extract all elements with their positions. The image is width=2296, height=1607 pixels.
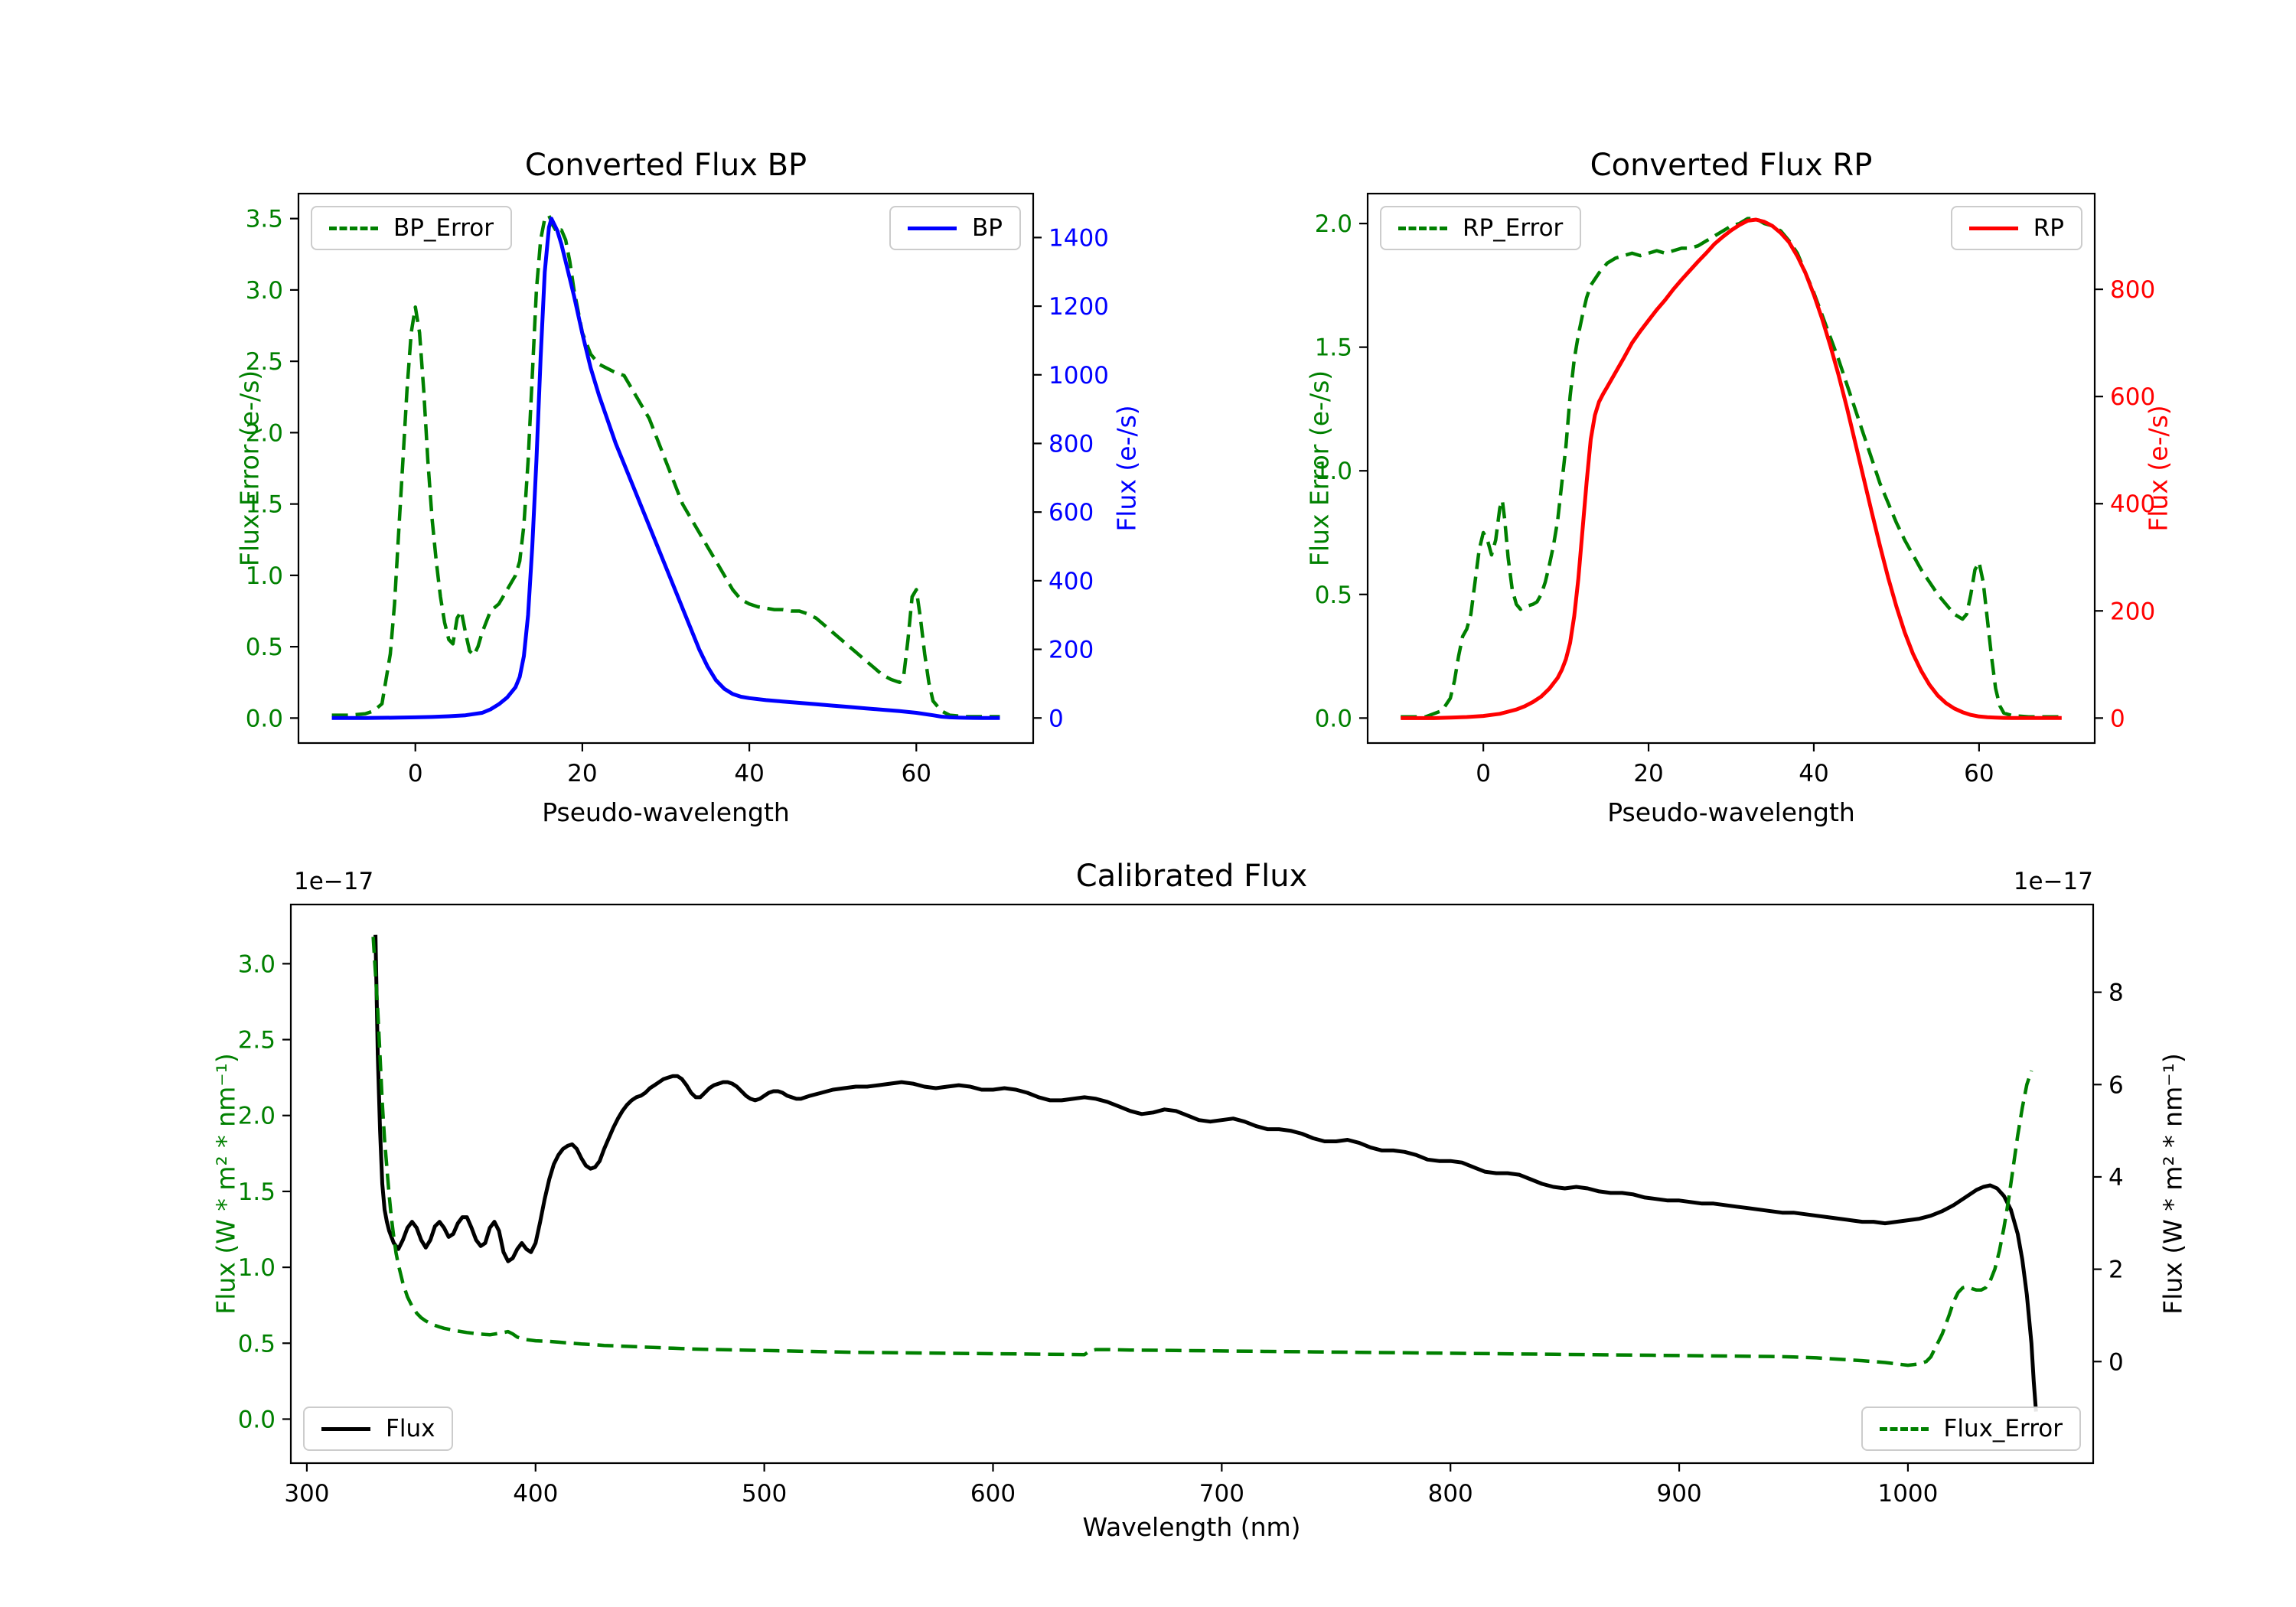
cal-ytick-left-label: 1.5 <box>238 1178 276 1206</box>
bp-xtick-label: 60 <box>902 760 931 787</box>
cal-ytick-right-label: 4 <box>2108 1164 2124 1191</box>
cal-ytick-right-label: 6 <box>2108 1071 2124 1099</box>
rp-ytick-left-label: 2.0 <box>1315 210 1352 238</box>
rp-yaxis-left-label: Flux Error (e-/s) <box>1304 370 1335 567</box>
cal-xtick-label: 900 <box>1656 1480 1701 1508</box>
cal-series-Flux <box>373 934 2038 1412</box>
bp-ytick-right-label: 400 <box>1049 568 1094 595</box>
bp-yaxis-right-label: Flux (e-/s) <box>1111 405 1142 532</box>
cal-ytick-right-label: 2 <box>2108 1257 2124 1284</box>
bp-ytick-right-label: 600 <box>1049 499 1094 526</box>
cal-legend-Flux: Flux <box>303 1407 454 1451</box>
legend-line-sample <box>1879 1426 1929 1431</box>
bp-series-BP_Error <box>331 214 1000 719</box>
bp-legend-BP: BP <box>889 206 1021 250</box>
bp-ytick-left-label: 0.5 <box>246 634 283 661</box>
legend-line-sample <box>329 226 378 230</box>
rp-ytick-right-label: 800 <box>2110 276 2155 304</box>
bp-ytick-right-label: 1200 <box>1049 293 1109 321</box>
rp-ytick-left-label: 1.0 <box>1315 458 1352 485</box>
cal-xtick-label: 1000 <box>1877 1480 1938 1508</box>
cal-xtick-label: 400 <box>513 1480 558 1508</box>
bp-xtick-label: 40 <box>734 760 764 787</box>
bp-ytick-left-label: 1.5 <box>246 491 283 519</box>
rp-series-RP <box>1401 217 2062 720</box>
bp-ytick-left-label: 2.5 <box>246 348 283 376</box>
cal-ytick-left-label: 1.0 <box>238 1254 276 1282</box>
rp-series-RP_Error <box>1401 217 2062 719</box>
bp-series-BP <box>331 217 1000 720</box>
rp-ytick-left-label: 1.5 <box>1315 334 1352 362</box>
cal-xtick-label: 700 <box>1199 1480 1244 1508</box>
cal-plot-frame <box>289 903 2095 1465</box>
cal-ytick-left-label: 0.0 <box>238 1406 276 1433</box>
cal-ytick-left-label: 0.5 <box>238 1330 276 1358</box>
bp-ytick-right-label: 200 <box>1049 637 1094 664</box>
rp-plot-frame <box>1366 192 2096 745</box>
cal-yaxis-right-label: Flux (W * m² * nm⁻¹) <box>2157 1053 2188 1315</box>
rp-xaxis-label: Pseudo-wavelength <box>1607 797 1855 827</box>
rp-legend-RP: RP <box>1950 206 2082 250</box>
cal-xaxis-label: Wavelength (nm) <box>1082 1512 1301 1542</box>
rp-ytick-left-label: 0.5 <box>1315 582 1352 609</box>
cal-xtick-label: 800 <box>1428 1480 1473 1508</box>
rp-xtick-label: 0 <box>1476 760 1491 787</box>
cal-xtick-label: 600 <box>970 1480 1016 1508</box>
bp-ytick-right-label: 800 <box>1049 430 1094 458</box>
legend-label: RP_Error <box>1463 214 1564 242</box>
legend-label: BP_Error <box>393 214 494 242</box>
cal-chart-title: Calibrated Flux <box>1075 859 1308 894</box>
cal-ytick-right-label: 0 <box>2108 1348 2124 1376</box>
legend-line-sample <box>908 226 957 230</box>
bp-xtick-label: 20 <box>567 760 597 787</box>
cal-left-offset-text: 1e−17 <box>294 868 374 895</box>
bp-ytick-right-label: 1000 <box>1049 362 1109 390</box>
bp-ytick-right-label: 1400 <box>1049 224 1109 252</box>
cal-right-offset-text: 1e−17 <box>2013 868 2093 895</box>
rp-ytick-right-label: 600 <box>2110 383 2155 411</box>
cal-ytick-left-label: 2.5 <box>238 1027 276 1054</box>
cal-yaxis-left-label: Flux (W * m² * nm⁻¹) <box>210 1053 241 1315</box>
rp-xtick-label: 40 <box>1799 760 1828 787</box>
cal-ytick-left-label: 3.0 <box>238 950 276 978</box>
bp-ytick-left-label: 3.5 <box>246 206 283 233</box>
legend-label: RP <box>2033 214 2064 242</box>
cal-series-Flux_Error <box>371 937 2033 1367</box>
rp-legend-RP_Error: RP_Error <box>1380 206 1582 250</box>
rp-chart-title: Converted Flux RP <box>1590 148 1873 183</box>
bp-xaxis-label: Pseudo-wavelength <box>542 797 790 827</box>
cal-ytick-right-label: 8 <box>2108 980 2124 1007</box>
cal-legend-Flux_Error: Flux_Error <box>1861 1407 2081 1451</box>
cal-ytick-left-label: 2.0 <box>238 1103 276 1130</box>
legend-line-sample <box>321 1426 370 1431</box>
bp-ytick-left-label: 1.0 <box>246 562 283 590</box>
rp-ytick-right-label: 200 <box>2110 598 2155 625</box>
rp-xtick-label: 20 <box>1633 760 1663 787</box>
bp-chart-title: Converted Flux BP <box>524 148 807 183</box>
bp-ytick-right-label: 0 <box>1049 705 1064 732</box>
legend-line-sample <box>1968 226 2018 230</box>
rp-ytick-right-label: 400 <box>2110 491 2155 518</box>
rp-ytick-right-label: 0 <box>2110 705 2125 732</box>
bp-plot-frame <box>297 192 1035 745</box>
bp-ytick-left-label: 2.0 <box>246 419 283 447</box>
legend-label: Flux <box>386 1415 435 1442</box>
legend-label: Flux_Error <box>1943 1415 2063 1442</box>
legend-line-sample <box>1398 226 1447 230</box>
bp-ytick-left-label: 0.0 <box>246 705 283 732</box>
cal-xtick-label: 300 <box>284 1480 329 1508</box>
cal-xtick-label: 500 <box>742 1480 787 1508</box>
bp-legend-BP_Error: BP_Error <box>311 206 513 250</box>
rp-xtick-label: 60 <box>1964 760 1994 787</box>
bp-ytick-left-label: 3.0 <box>246 277 283 305</box>
rp-ytick-left-label: 0.0 <box>1315 705 1352 732</box>
rp-yaxis-right-label: Flux (e-/s) <box>2143 405 2174 532</box>
legend-label: BP <box>972 214 1003 242</box>
bp-xtick-label: 0 <box>408 760 423 787</box>
bp-yaxis-left-label: Flux Error (e-/s) <box>234 370 265 567</box>
